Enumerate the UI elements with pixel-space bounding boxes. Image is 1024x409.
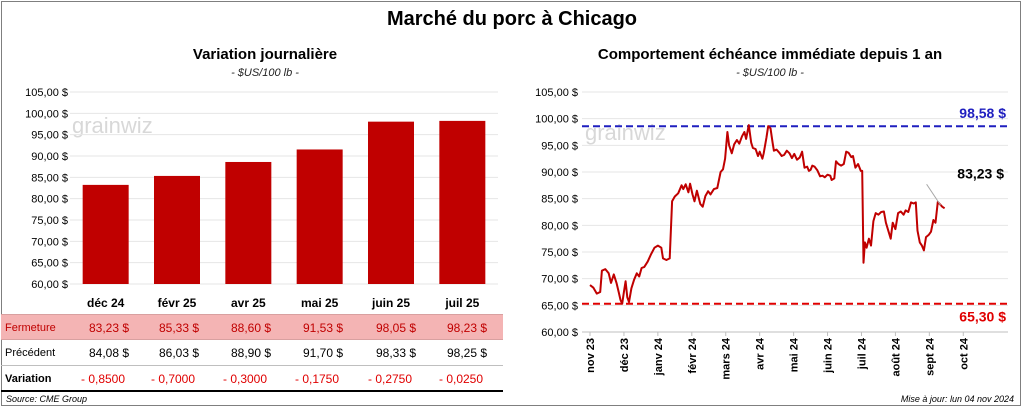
last-label-leader: [926, 183, 942, 206]
y-tick-label: 100,00 $: [25, 108, 68, 120]
x-tick-label: oct 24: [958, 337, 970, 370]
right-gridlines: [582, 91, 1008, 333]
reference-lines: [582, 125, 1008, 305]
main-title: Marché du porc à Chicago: [386, 8, 638, 30]
table-cell: 91,53 $: [303, 321, 344, 335]
source-note: Source: CME Group: [6, 394, 88, 404]
bar: [368, 121, 414, 284]
high-label: 98,58 $: [959, 105, 1006, 121]
right-x-axis: nov 23 déc 23 janv 24 févr 24 mars 24 avr 24 m…: [585, 332, 970, 380]
row-label: Fermeture: [5, 322, 56, 334]
y-tick-label: 70,00 $: [31, 236, 68, 248]
x-tick-label: janv 24: [653, 337, 665, 376]
y-tick-label: 65,00 $: [541, 300, 578, 312]
x-tick-label: juil 25: [444, 296, 479, 310]
x-tick-label: juin 25: [371, 296, 410, 310]
table-row-variation: Variation - 0,8500 - 0,7000 - 0,3000 - 0…: [1, 366, 503, 392]
table-row-precedent: Précédent 84,08 $ 86,03 $ 88,90 $ 91,70 …: [1, 340, 503, 366]
x-tick-label: déc 23: [619, 338, 631, 372]
y-tick-label: 75,00 $: [541, 247, 578, 259]
y-tick-label: 95,00 $: [31, 130, 68, 142]
y-tick-label: 95,00 $: [541, 140, 578, 152]
x-tick-label: déc 24: [87, 296, 125, 310]
table-cell: - 0,7000: [151, 372, 196, 386]
table-cell: 88,90 $: [231, 346, 272, 360]
table-cell: 86,03 $: [159, 346, 200, 360]
table-cell: - 0,3000: [223, 372, 268, 386]
y-tick-label: 60,00 $: [541, 327, 578, 339]
bar-series: [82, 120, 486, 284]
table-cell: 84,08 $: [89, 346, 130, 360]
table-cell: - 0,2750: [368, 372, 413, 386]
table-cell: 98,23 $: [447, 321, 488, 335]
x-tick-label: févr 24: [687, 337, 699, 373]
row-label: Précédent: [5, 347, 56, 359]
x-tick-label: mai 25: [301, 296, 339, 310]
x-tick-label: juil 24: [856, 337, 868, 370]
watermark: grainwiz: [72, 113, 153, 138]
x-tick-label: avr 25: [231, 296, 266, 310]
left-y-axis: 60,00 $ 65,00 $ 70,00 $ 75,00 $ 80,00 $ 85,00…: [25, 87, 68, 291]
y-tick-label: 105,00 $: [25, 87, 68, 99]
table-cell: 85,33 $: [159, 321, 200, 335]
bar: [439, 120, 486, 284]
x-tick-label: sept 24: [924, 337, 936, 376]
y-tick-label: 90,00 $: [541, 167, 578, 179]
left-x-axis: déc 24 févr 25 avr 25 mai 25 juin 25 juil 25: [87, 296, 480, 310]
x-tick-label: juin 24: [823, 337, 835, 374]
bar: [296, 149, 343, 284]
price-line: [589, 124, 946, 305]
y-tick-label: 85,00 $: [541, 194, 578, 206]
y-tick-label: 65,00 $: [31, 258, 68, 270]
y-tick-label: 100,00 $: [535, 114, 578, 126]
left-chart-title: Variation journalière: [192, 46, 338, 63]
row-label: Variation: [5, 373, 52, 385]
x-tick-label: mars 24: [721, 337, 733, 379]
table-cell: 83,23 $: [89, 321, 130, 335]
table-cell: 98,25 $: [447, 346, 488, 360]
y-tick-label: 85,00 $: [31, 172, 68, 184]
table-cell: 91,70 $: [303, 346, 344, 360]
left-chart-subtitle: - $US/100 lb -: [231, 67, 299, 79]
table-cell: 88,60 $: [231, 321, 272, 335]
table-cell: 98,05 $: [376, 321, 417, 335]
y-tick-label: 60,00 $: [31, 279, 68, 291]
table-cell: 98,33 $: [376, 346, 417, 360]
right-chart-subtitle: - $US/100 lb -: [736, 67, 804, 79]
low-label: 65,30 $: [959, 309, 1006, 325]
bar-chart: grainwiz 60,00 $ 65,00 $ 70,00 $ 75,00 $ 80,…: [25, 87, 498, 310]
table-cell: - 0,8500: [81, 372, 126, 386]
y-tick-label: 80,00 $: [31, 194, 68, 206]
right-chart-title: Comportement échéance immédiate depuis 1…: [597, 46, 943, 63]
x-tick-label: févr 25: [158, 296, 197, 310]
left-gridlines: [70, 91, 498, 285]
bar: [225, 161, 272, 284]
y-tick-label: 90,00 $: [31, 151, 68, 163]
watermark: grainwiz: [585, 120, 666, 145]
right-y-axis: 60,00 $ 65,00 $ 70,00 $ 75,00 $ 80,00 $ 85,00…: [535, 87, 578, 339]
bar: [82, 184, 129, 284]
x-tick-label: mai 24: [789, 337, 801, 372]
y-tick-label: 80,00 $: [541, 220, 578, 232]
table-cell: - 0,0250: [439, 372, 484, 386]
last-label: 83,23 $: [957, 165, 1004, 181]
y-tick-label: 75,00 $: [31, 215, 68, 227]
bar: [154, 175, 200, 284]
x-tick-label: nov 23: [585, 338, 597, 373]
table-row-fermeture: Fermeture 83,23 $ 85,33 $ 88,60 $ 91,53 …: [1, 314, 503, 340]
x-tick-label: avr 24: [755, 337, 767, 370]
y-tick-label: 70,00 $: [541, 274, 578, 286]
x-tick-label: août 24: [890, 337, 902, 376]
update-note: Mise à jour: lun 04 nov 2024: [900, 394, 1014, 404]
price-series: [589, 124, 946, 305]
table-cell: - 0,1750: [295, 372, 340, 386]
y-tick-label: 105,00 $: [535, 87, 578, 99]
